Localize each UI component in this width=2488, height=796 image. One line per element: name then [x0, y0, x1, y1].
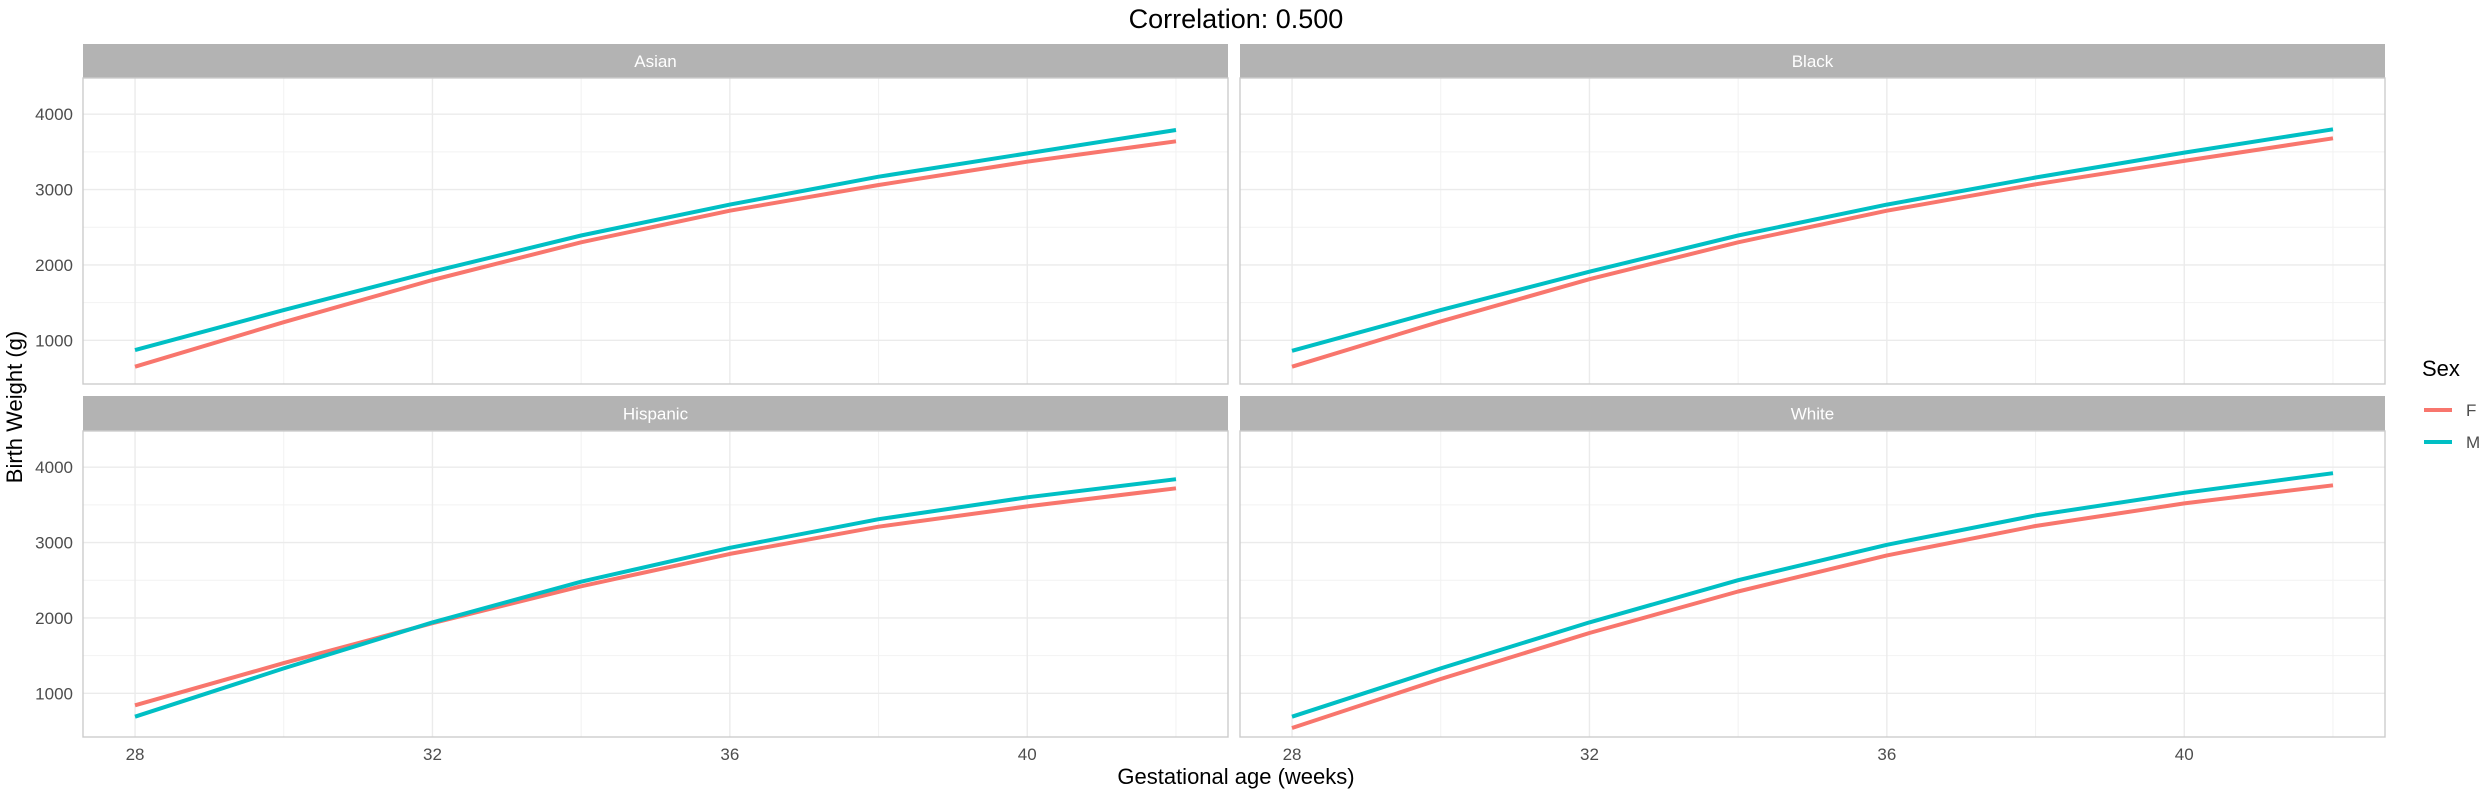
x-tick-label: 40: [1018, 745, 1037, 764]
series-line-white-f: [1291, 483, 2334, 730]
facet-label-white: White: [1791, 405, 1834, 424]
facet-label-black: Black: [1792, 52, 1834, 71]
panel-black: Black: [1239, 44, 2386, 385]
facet-label-asian: Asian: [634, 52, 677, 71]
facet-strip-hispanic: [83, 396, 1228, 431]
x-tick-label: 36: [720, 745, 739, 764]
panel-white: White 28 32 36 40: [1239, 396, 2386, 764]
chart-title: Correlation: 0.500: [1129, 4, 1344, 34]
facet-strip-white: [1240, 396, 2385, 431]
facet-label-hispanic: Hispanic: [623, 405, 689, 424]
legend-item-m: M: [2424, 433, 2480, 452]
x-tick-label: 32: [1580, 745, 1599, 764]
panel-border: [1239, 77, 2386, 385]
y-tick-label: 1000: [35, 684, 73, 703]
series-line-asian-f: [134, 139, 1177, 369]
legend: Sex FM: [2422, 356, 2480, 452]
y-tick-label: 4000: [35, 458, 73, 477]
y-tick-label: 2000: [35, 609, 73, 628]
legend-item-f: F: [2424, 401, 2476, 420]
panel-border: [82, 430, 1229, 738]
y-tick-label: 3000: [35, 181, 73, 200]
x-tick-label: 28: [1283, 745, 1302, 764]
x-tick-label: 32: [423, 745, 442, 764]
x-tick-label: 40: [2175, 745, 2194, 764]
series-line-hispanic-m: [134, 477, 1177, 719]
panel-hispanic: Hispanic 1000 2000 3000 4000 28 32 36 40: [35, 396, 1229, 764]
y-tick-label: 1000: [35, 331, 73, 350]
series-line-hispanic-f: [134, 486, 1177, 708]
legend-label: M: [2466, 433, 2480, 452]
series-line-asian-m: [134, 128, 1177, 353]
y-axis-title: Birth Weight (g): [2, 331, 27, 483]
x-tick-label: 36: [1877, 745, 1896, 764]
facet-strip-asian: [83, 44, 1228, 78]
legend-title: Sex: [2422, 356, 2460, 381]
facet-panels: Asian 1000 2000 3000 4000 Black Hispanic 1000 20…: [35, 44, 2386, 764]
panel-border: [82, 77, 1229, 385]
y-tick-label: 3000: [35, 534, 73, 553]
y-tick-label: 2000: [35, 256, 73, 275]
series-line-black-m: [1291, 127, 2334, 353]
facet-strip-black: [1240, 44, 2385, 78]
x-tick-label: 28: [126, 745, 145, 764]
series-line-black-f: [1291, 136, 2334, 369]
legend-label: F: [2466, 401, 2476, 420]
x-axis-title: Gestational age (weeks): [1117, 764, 1354, 789]
panel-asian: Asian 1000 2000 3000 4000: [35, 44, 1229, 385]
panel-border: [1239, 430, 2386, 738]
series-line-white-m: [1291, 471, 2334, 719]
y-tick-label: 4000: [35, 105, 73, 124]
